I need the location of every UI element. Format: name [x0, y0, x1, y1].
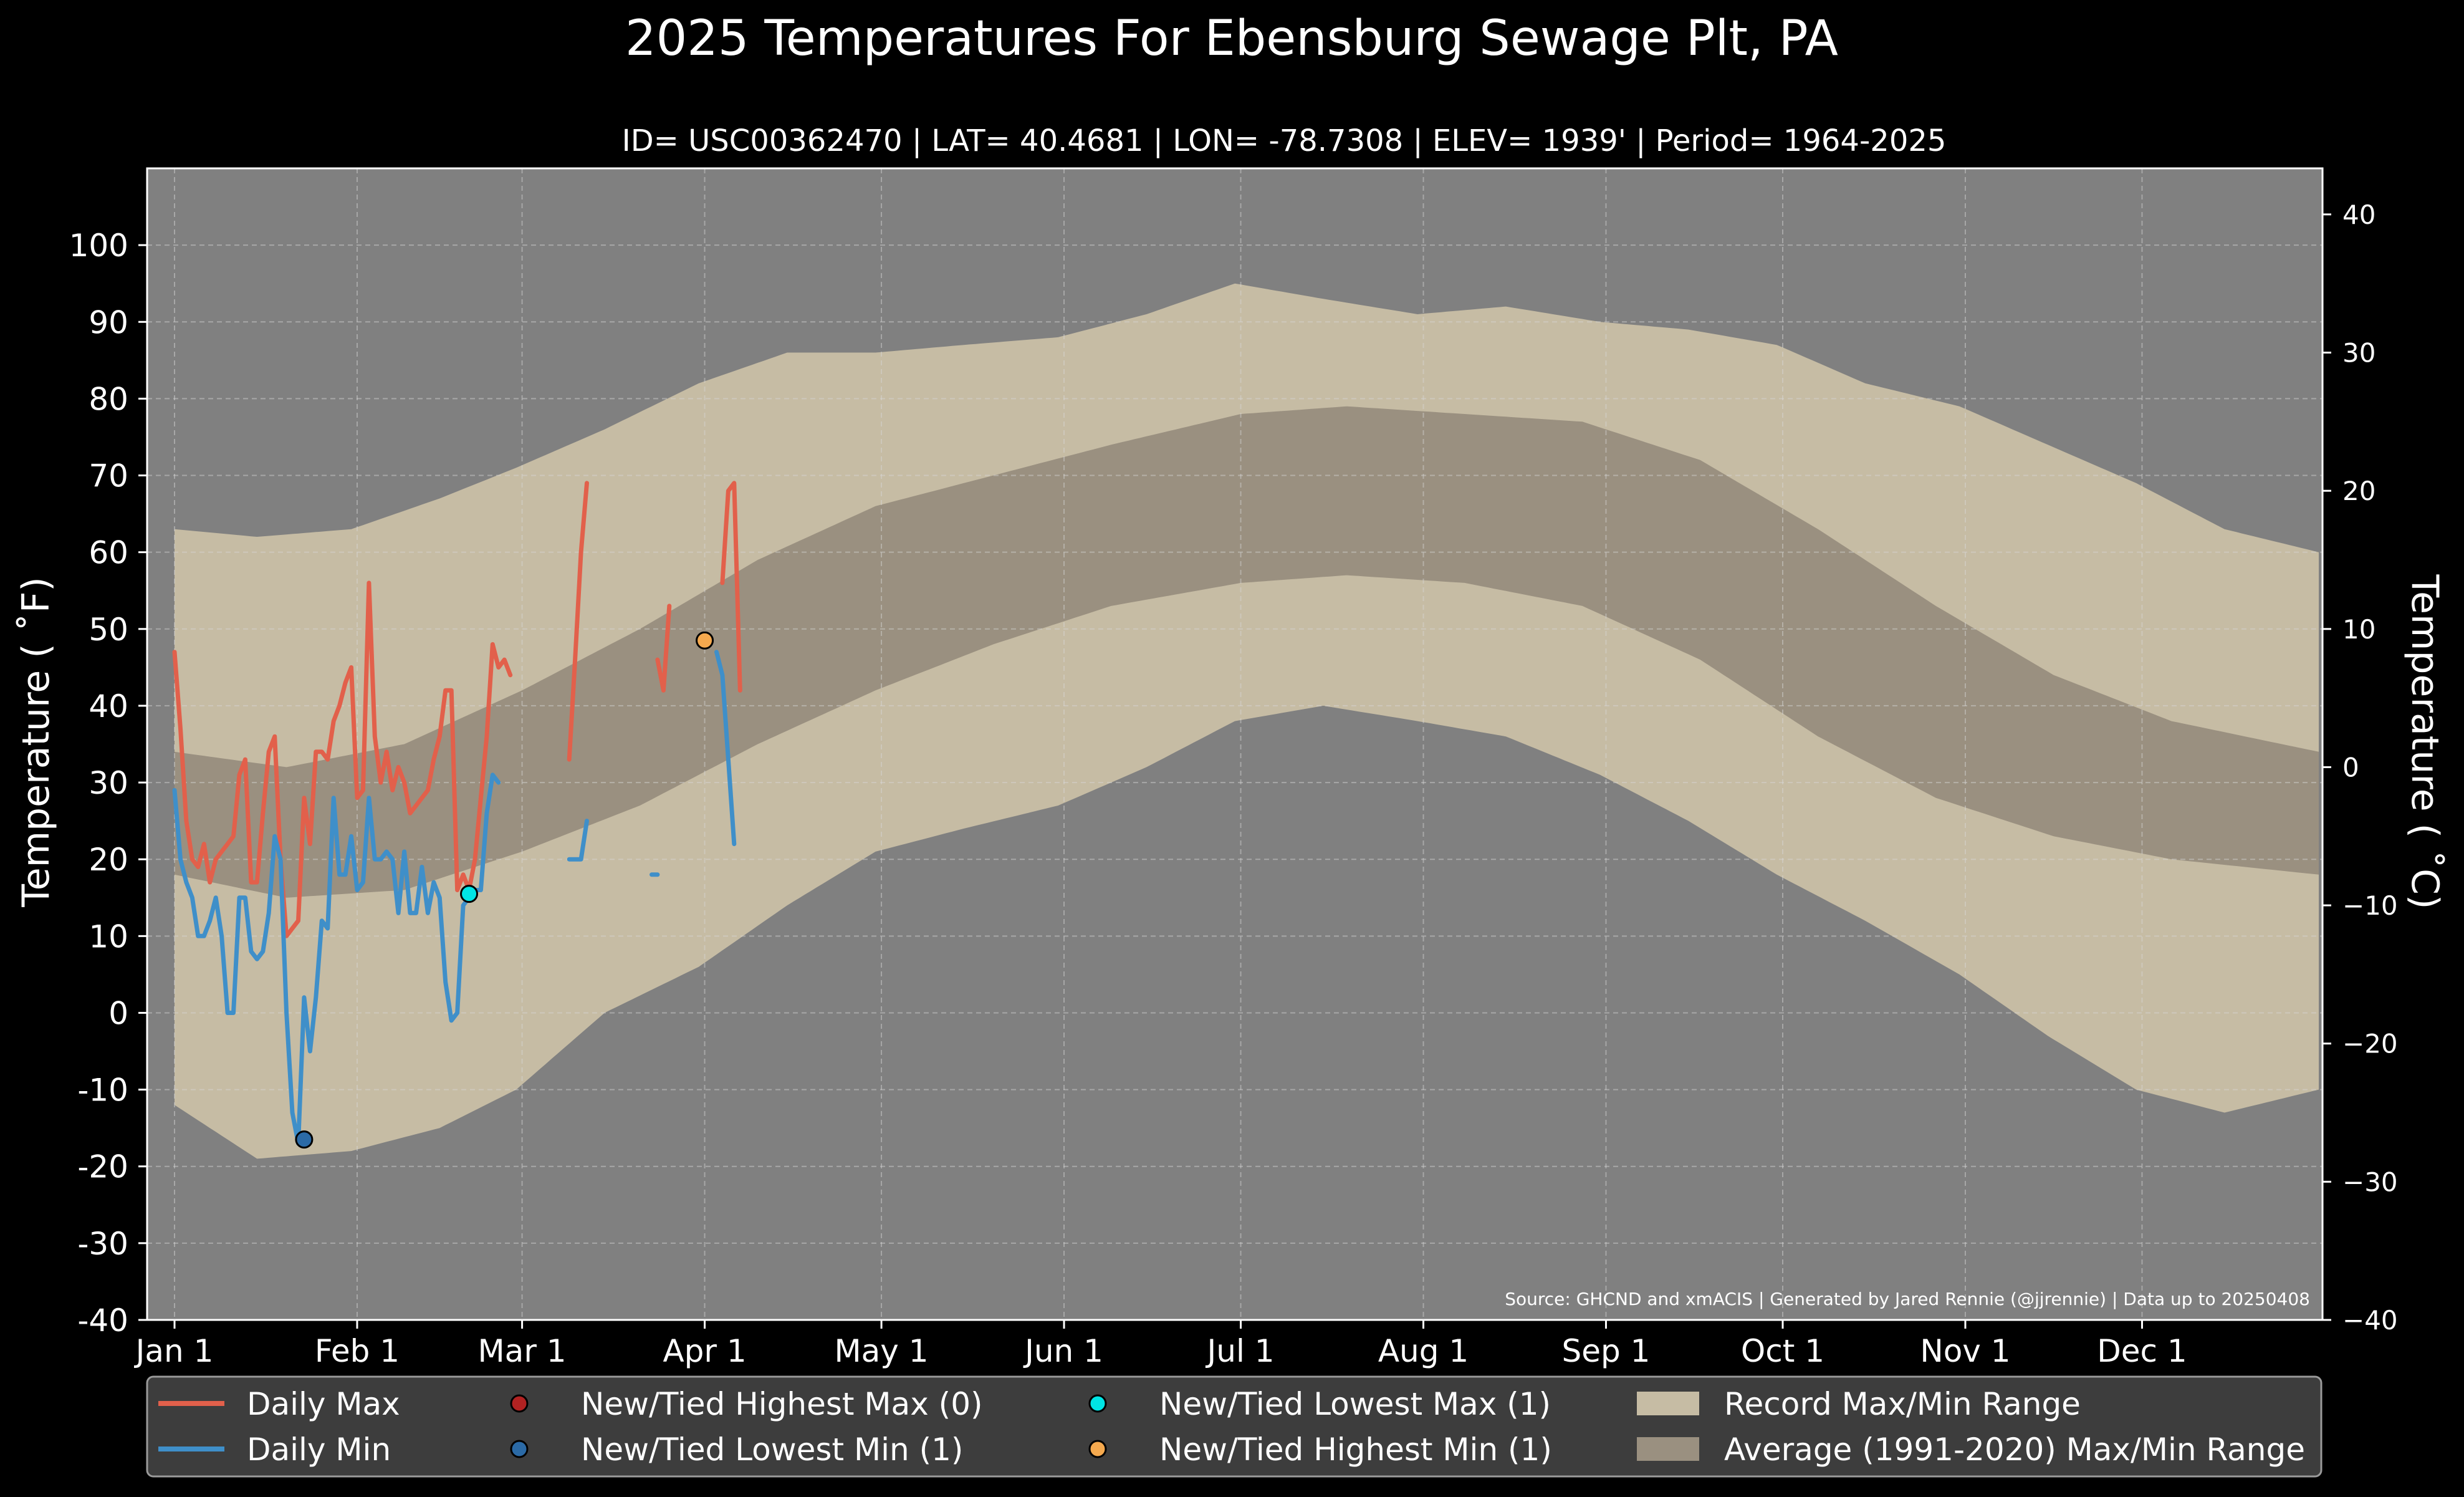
legend-label: Daily Min — [247, 1432, 391, 1468]
legend-label: Record Max/Min Range — [1724, 1386, 2081, 1422]
new-tied-highest-min-marker — [696, 631, 714, 650]
legend-label: New/Tied Lowest Min (1) — [581, 1432, 963, 1468]
legend-swatch-dot — [1088, 1394, 1107, 1413]
y-tick-label-left: 100 — [69, 228, 128, 264]
legend-swatch-dot — [510, 1394, 529, 1413]
y-tick-label-left: -40 — [77, 1302, 128, 1339]
y-tick-label-right: 40 — [2342, 200, 2375, 230]
legend-box — [146, 1375, 2323, 1478]
legend-swatch-dot — [510, 1440, 529, 1458]
x-tick-label: Oct 1 — [1741, 1333, 1824, 1369]
record-range-band — [175, 283, 2319, 1159]
y-tick-label-left: 0 — [108, 995, 128, 1031]
x-tick-label: Apr 1 — [663, 1333, 746, 1369]
legend-item-new-tied-lowest-min-1: New/Tied Lowest Min (1) — [510, 1432, 963, 1468]
y-tick-label-left: 80 — [89, 381, 128, 417]
legend-label: Average (1991-2020) Max/Min Range — [1724, 1432, 2305, 1468]
plot-frame — [146, 167, 2324, 1321]
legend-item-average-1991-2020-max-min-range: Average (1991-2020) Max/Min Range — [1637, 1432, 2305, 1468]
x-tick-label: Jun 1 — [1023, 1333, 1103, 1369]
y-tick-label-left: -10 — [77, 1072, 128, 1109]
plot-area — [147, 168, 2323, 1321]
y-tick-label-left: 70 — [89, 458, 128, 494]
y-tick-label-left: 20 — [89, 842, 128, 878]
legend-label: Daily Max — [247, 1386, 400, 1422]
legend-item-daily-max: Daily Max — [158, 1386, 400, 1422]
x-tick-label: Dec 1 — [2097, 1333, 2187, 1369]
legend-item-new-tied-highest-min-1: New/Tied Highest Min (1) — [1088, 1432, 1552, 1468]
y-tick-label-right: 10 — [2342, 614, 2375, 645]
y-tick-label-right: 0 — [2342, 752, 2359, 782]
legend-item-record-max-min-range: Record Max/Min Range — [1637, 1386, 2081, 1422]
y-tick-label-left: 60 — [89, 535, 128, 571]
x-tick-label: Feb 1 — [315, 1333, 400, 1369]
legend-swatch-dot — [1088, 1440, 1107, 1458]
x-tick-label: Sep 1 — [1562, 1333, 1651, 1369]
legend-item-daily-min: Daily Min — [158, 1432, 391, 1468]
normal-range-band — [175, 406, 2319, 898]
axes: -40-30-20-100102030405060708090100−40−30… — [69, 167, 2398, 1369]
y-tick-label-right: 20 — [2342, 476, 2375, 506]
legend-label: New/Tied Highest Min (1) — [1159, 1432, 1552, 1468]
legend: Daily Max Daily Min New/Tied Highest Max (… — [146, 1375, 2323, 1478]
daily-min-line — [172, 773, 501, 1146]
daily-max-line — [655, 604, 672, 693]
y-tick-label-right: −30 — [2342, 1167, 2398, 1197]
right-axis-label: Temperature ( ˚C) — [2403, 574, 2447, 910]
x-tick-label: Jan 1 — [134, 1333, 214, 1369]
source-note: Source: GHCND and xmACIS | Generated by … — [1505, 1289, 2310, 1309]
y-tick-label-left: 50 — [89, 612, 128, 648]
y-tick-label-left: -30 — [77, 1226, 128, 1262]
new-tied-lowest-max-marker — [460, 885, 479, 903]
legend-swatch-patch — [1637, 1392, 1699, 1415]
legend-item-new-tied-lowest-max-1: New/Tied Lowest Max (1) — [1088, 1386, 1551, 1422]
y-tick-label-right: −10 — [2342, 890, 2398, 921]
y-tick-label-left: 10 — [89, 918, 128, 955]
x-tick-label: Mar 1 — [478, 1333, 567, 1369]
y-tick-label-right: 30 — [2342, 338, 2375, 368]
legend-label: New/Tied Lowest Max (1) — [1159, 1386, 1551, 1422]
x-tick-label: Jul 1 — [1206, 1333, 1275, 1369]
chart-title: 2025 Temperatures For Ebensburg Sewage P… — [625, 11, 1838, 67]
left-axis-label: Temperature ( ˚F) — [14, 577, 58, 908]
x-tick-label: May 1 — [835, 1333, 929, 1369]
x-tick-label: Aug 1 — [1378, 1333, 1469, 1369]
new-tied-lowest-min-marker — [295, 1130, 314, 1149]
daily-min-line — [714, 650, 737, 847]
legend-item-new-tied-highest-max-0: New/Tied Highest Max (0) — [510, 1386, 983, 1422]
legend-swatch-patch — [1637, 1437, 1699, 1461]
x-tick-label: Nov 1 — [1920, 1333, 2010, 1369]
daily-max-line — [172, 580, 513, 938]
chart-subtitle: ID= USC00362470 | LAT= 40.4681 | LON= -7… — [622, 123, 1947, 158]
y-tick-label-left: 90 — [89, 304, 128, 340]
y-tick-label-left: 30 — [89, 765, 128, 801]
daily-min-line — [567, 819, 589, 862]
y-tick-label-right: −40 — [2342, 1305, 2398, 1336]
legend-label: New/Tied Highest Max (0) — [581, 1386, 983, 1422]
y-tick-label-left: 40 — [89, 688, 128, 724]
daily-max-line — [567, 481, 589, 762]
y-tick-label-left: -20 — [77, 1149, 128, 1185]
daily-max-line — [720, 481, 742, 693]
y-tick-label-right: −20 — [2342, 1029, 2398, 1059]
